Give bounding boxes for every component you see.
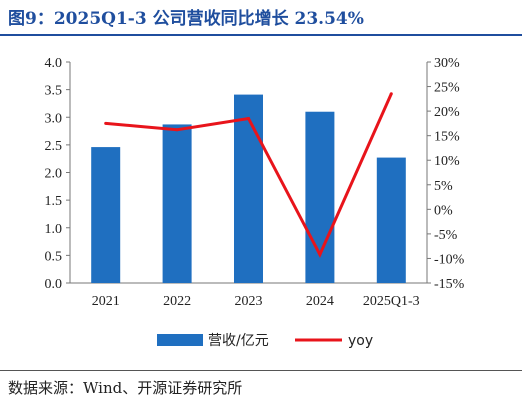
right-tick-label: -15%	[434, 277, 465, 292]
combo-chart: 0.0 0.5 1.0 1.5 2.0 2.5 3.0 3.5 4.0 -15% -10% -5% 0%…	[45, 56, 465, 349]
x-tick-label: 2025Q1-3	[363, 294, 420, 309]
left-tick-label: 2.5	[45, 139, 63, 154]
title-divider	[0, 34, 522, 36]
right-tick-label: 10%	[434, 154, 460, 169]
line-series	[104, 92, 393, 258]
left-tick-label: 0.5	[45, 249, 63, 264]
revenue-bar	[91, 147, 121, 283]
bar-series	[91, 94, 406, 284]
source-note: 数据来源：Wind、开源证券研究所	[8, 379, 243, 397]
revenue-bar	[376, 157, 406, 283]
left-tick-label: 2.0	[45, 167, 63, 182]
right-tick-label: -10%	[434, 252, 465, 267]
revenue-bar	[234, 94, 263, 283]
x-tick-label: 2021	[92, 294, 120, 309]
right-tick-label: 0%	[434, 203, 453, 218]
legend: 营收/亿元 yoy	[157, 333, 373, 349]
left-tick-label: 0.0	[45, 277, 63, 292]
tick-labels: 0.0 0.5 1.0 1.5 2.0 2.5 3.0 3.5 4.0 -15% -10% -5% 0%…	[45, 56, 465, 309]
right-tick-label: -5%	[434, 228, 458, 243]
left-tick-label: 3.5	[45, 84, 63, 99]
yoy-point	[175, 128, 179, 132]
source-divider	[0, 370, 522, 371]
legend-bar-swatch	[157, 334, 203, 346]
x-tick-label: 2023	[235, 294, 263, 309]
yoy-point	[389, 92, 393, 96]
left-tick-label: 1.5	[45, 194, 63, 209]
right-tick-label: 30%	[434, 56, 460, 71]
yoy-point	[247, 116, 250, 120]
right-tick-label: 5%	[434, 179, 453, 194]
legend-bar-label: 营收/亿元	[208, 333, 269, 349]
left-tick-label: 4.0	[45, 56, 63, 71]
legend-line-label: yoy	[348, 333, 373, 349]
chart-title: 图9：2025Q1-3 公司营收同比增长 23.54%	[8, 9, 364, 29]
x-tick-label: 2022	[163, 294, 191, 309]
x-tick-label: 2024	[306, 294, 334, 309]
right-tick-label: 25%	[434, 81, 460, 96]
yoy-point	[104, 121, 108, 125]
left-tick-label: 3.0	[45, 111, 63, 126]
revenue-bar	[162, 124, 192, 284]
right-tick-label: 20%	[434, 105, 460, 120]
yoy-point	[318, 253, 322, 257]
left-tick-label: 1.0	[45, 222, 63, 237]
right-tick-label: 15%	[434, 130, 460, 145]
